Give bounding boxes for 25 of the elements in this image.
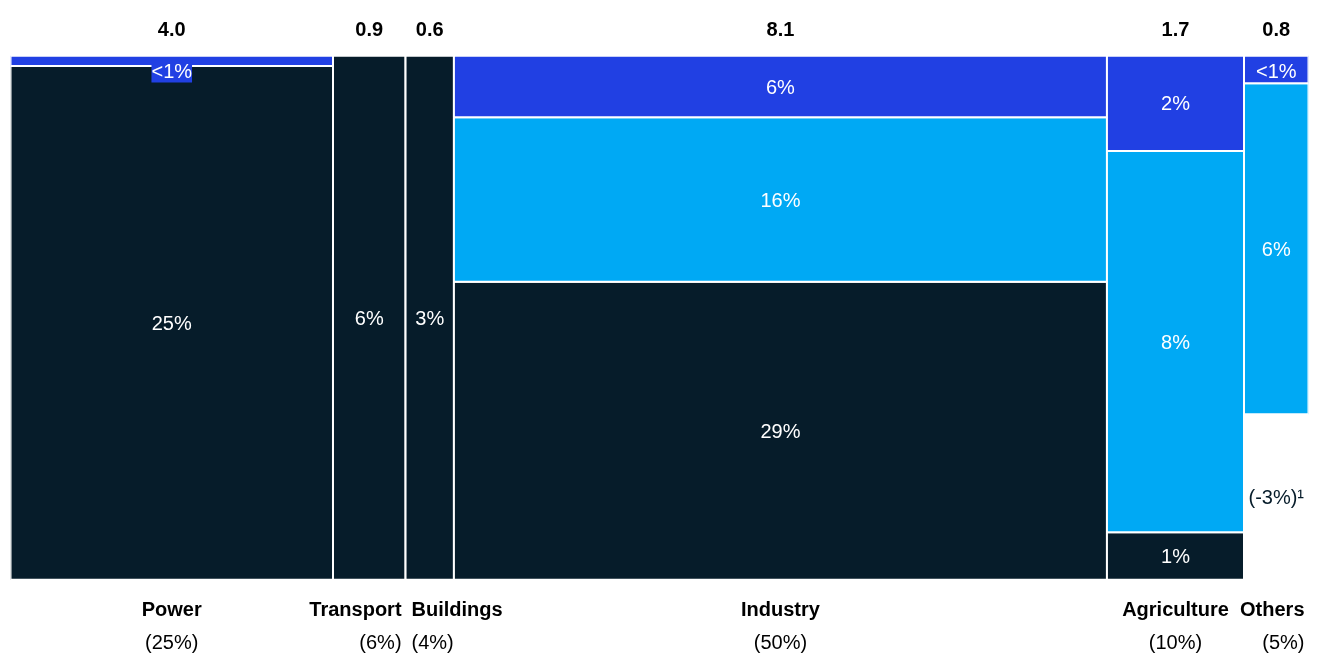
category-label: Buildings (4%) bbox=[411, 597, 503, 653]
data-label: 25% bbox=[151, 311, 192, 334]
data-label: <1% bbox=[151, 60, 193, 83]
category-label: Industry (50%) bbox=[740, 597, 821, 653]
data-label: 6% bbox=[1261, 237, 1291, 260]
data-label: 2% bbox=[1161, 92, 1191, 115]
text: 4.0 bbox=[157, 18, 186, 41]
category-label: Others (5%) bbox=[1240, 597, 1305, 653]
data-label: 3% bbox=[415, 306, 445, 329]
data-label: <1% bbox=[1255, 60, 1297, 83]
data-label: 6% bbox=[765, 75, 796, 98]
data-label: 16% bbox=[760, 188, 801, 211]
data-label: (-3%)¹ bbox=[1248, 486, 1305, 509]
data-label: 1% bbox=[1161, 545, 1191, 568]
data-label: 6% bbox=[354, 306, 384, 329]
data-label: 29% bbox=[760, 419, 801, 442]
data-label: 8% bbox=[1161, 330, 1191, 353]
text: 1.7 bbox=[1161, 18, 1190, 41]
category-label: Agriculture (10%) bbox=[1122, 597, 1229, 653]
text: 0.8 bbox=[1262, 18, 1291, 41]
text: 8.1 bbox=[766, 18, 795, 41]
category-label: Power (25%) bbox=[141, 597, 202, 653]
category-label: Transport (6%) bbox=[309, 597, 402, 653]
text: 0.6 bbox=[415, 18, 444, 41]
text: 0.9 bbox=[355, 18, 384, 41]
